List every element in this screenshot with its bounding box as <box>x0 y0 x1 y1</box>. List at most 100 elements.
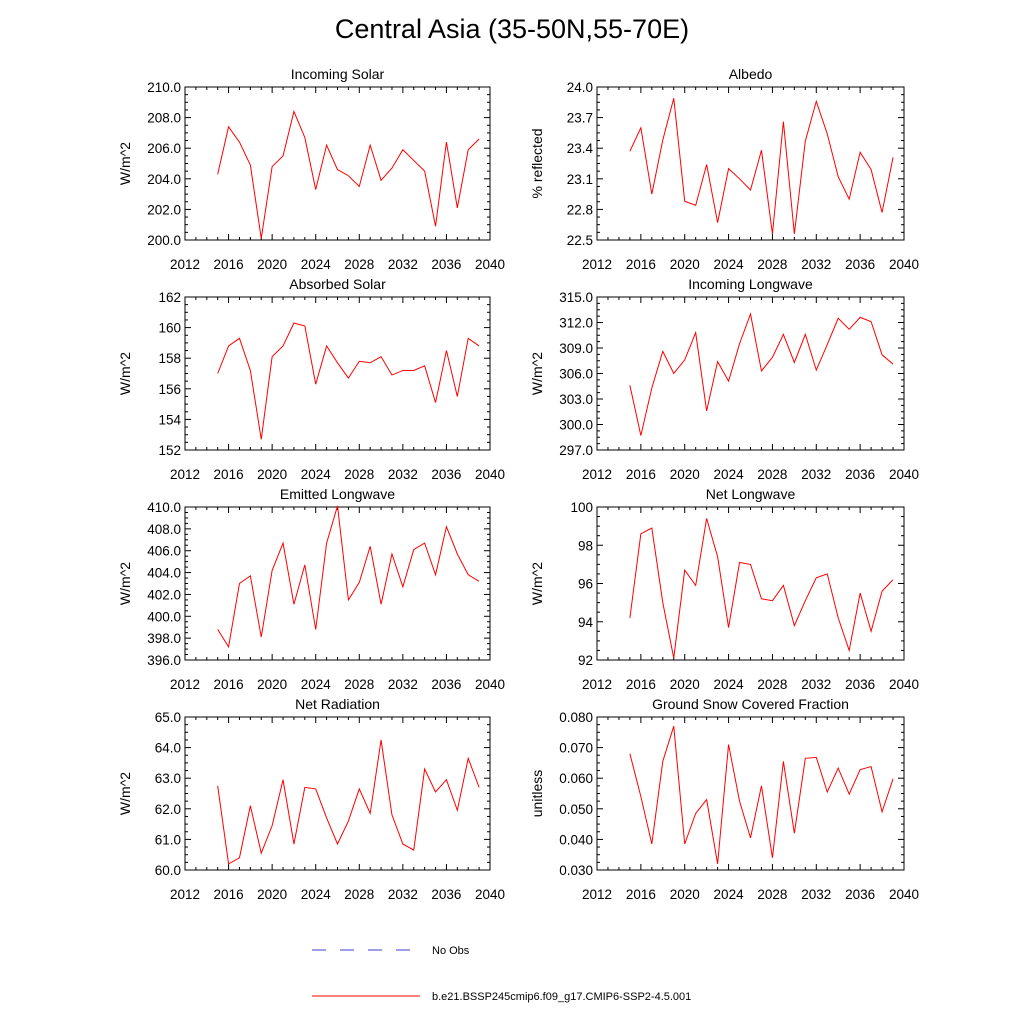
ground-snow-covered-fraction-xtick-label: 2028 <box>757 887 787 902</box>
net-longwave-ylabel: W/m^2 <box>529 562 545 605</box>
incoming-longwave-ytick-label: 297.0 <box>559 443 593 458</box>
emitted-longwave-xtick-label: 2036 <box>431 677 461 692</box>
absorbed-solar-ytick-label: 156 <box>158 382 181 397</box>
net-longwave-ytick-label: 96 <box>578 577 593 592</box>
figure-title: Central Asia (35-50N,55-70E) <box>334 14 690 44</box>
albedo-ytick-label: 22.8 <box>567 202 593 217</box>
net-longwave-xtick-label: 2020 <box>670 677 700 692</box>
net-longwave-ytick-label: 98 <box>578 538 593 553</box>
absorbed-solar-plot-frame <box>184 296 491 451</box>
absorbed-solar-ytick-label: 158 <box>158 351 181 366</box>
net-radiation-series-line <box>217 739 480 865</box>
emitted-longwave-xtick-label: 2020 <box>257 677 287 692</box>
emitted-longwave-title: Emitted Longwave <box>280 486 395 502</box>
incoming-longwave-ylabel: W/m^2 <box>529 352 545 395</box>
chart-emitted-longwave: Emitted Longwave W/m^2 2012 2016 2020 2024 202… <box>117 486 505 692</box>
ground-snow-covered-fraction-ytick-label: 0.060 <box>559 771 593 786</box>
albedo-xtick-label: 2040 <box>889 257 919 272</box>
chart-net-radiation: Net Radiation W/m^2 2012 2016 2020 2024 2028 20… <box>117 696 505 902</box>
net-longwave-xtick-label: 2036 <box>845 677 875 692</box>
emitted-longwave-ytick-label: 396.0 <box>147 653 181 668</box>
albedo-ytick-label: 23.1 <box>567 172 593 187</box>
absorbed-solar-ytick-label: 160 <box>158 321 181 336</box>
net-radiation-ytick-label: 62.0 <box>155 802 181 817</box>
ground-snow-covered-fraction-ytick-label: 0.030 <box>559 863 593 878</box>
chart-absorbed-solar: Absorbed Solar W/m^2 2012 2016 2020 2024 2028 2… <box>117 276 505 482</box>
emitted-longwave-xtick-label: 2032 <box>388 677 418 692</box>
net-longwave-xtick-label: 2028 <box>757 677 787 692</box>
incoming-longwave-ytick-label: 303.0 <box>559 392 593 407</box>
incoming-solar-ytick-label: 202.0 <box>147 202 181 217</box>
net-longwave-plot-frame <box>596 506 905 661</box>
net-longwave-xtick-label: 2024 <box>714 677 745 692</box>
net-longwave-xtick-label: 2016 <box>626 677 656 692</box>
absorbed-solar-ytick-label: 162 <box>158 290 181 305</box>
albedo-ytick-label: 23.4 <box>567 141 594 156</box>
emitted-longwave-series-line <box>217 505 480 649</box>
emitted-longwave-ytick-label: 406.0 <box>147 544 181 559</box>
incoming-solar-title: Incoming Solar <box>291 66 385 82</box>
albedo-ylabel: % reflected <box>529 128 545 198</box>
absorbed-solar-xtick-label: 2036 <box>431 467 461 482</box>
ground-snow-covered-fraction-xtick-label: 2012 <box>582 887 612 902</box>
incoming-longwave-xtick-label: 2012 <box>582 467 612 482</box>
incoming-solar-xtick-label: 2040 <box>475 257 505 272</box>
ground-snow-covered-fraction-xtick-label: 2032 <box>801 887 831 902</box>
net-longwave-ytick-label: 94 <box>578 615 594 630</box>
albedo-title: Albedo <box>729 66 773 82</box>
incoming-longwave-xtick-label: 2028 <box>757 467 787 482</box>
chart-incoming-solar: Incoming Solar W/m^2 2012 2016 2020 2024 2028 2… <box>117 66 505 272</box>
ground-snow-covered-fraction-xtick-label: 2024 <box>714 887 745 902</box>
chart-ground-snow-covered-fraction: Ground Snow Covered Fraction unitless 2012… <box>529 696 919 902</box>
net-radiation-xtick-label: 2016 <box>214 887 244 902</box>
incoming-solar-plot-frame <box>184 86 491 241</box>
absorbed-solar-xtick-label: 2032 <box>388 467 418 482</box>
net-radiation-xtick-label: 2032 <box>388 887 418 902</box>
ground-snow-covered-fraction-ylabel: unitless <box>529 770 545 817</box>
incoming-solar-xtick-label: 2016 <box>214 257 244 272</box>
net-longwave-ytick-label: 92 <box>578 653 593 668</box>
ground-snow-covered-fraction-title: Ground Snow Covered Fraction <box>652 696 849 712</box>
net-radiation-ytick-label: 61.0 <box>155 832 181 847</box>
ground-snow-covered-fraction-series-line <box>629 726 894 864</box>
absorbed-solar-title: Absorbed Solar <box>289 276 386 292</box>
absorbed-solar-xtick-label: 2028 <box>344 467 374 482</box>
emitted-longwave-ytick-label: 404.0 <box>147 566 181 581</box>
incoming-longwave-xtick-label: 2040 <box>889 467 919 482</box>
incoming-solar-series-line <box>217 109 480 239</box>
albedo-ytick-label: 24.0 <box>567 80 593 95</box>
incoming-longwave-xtick-label: 2036 <box>845 467 875 482</box>
ground-snow-covered-fraction-ytick-label: 0.050 <box>559 802 593 817</box>
ground-snow-covered-fraction-ytick-label: 0.070 <box>559 741 593 756</box>
net-radiation-xtick-label: 2036 <box>431 887 461 902</box>
emitted-longwave-xtick-label: 2016 <box>214 677 244 692</box>
absorbed-solar-ytick-label: 152 <box>158 443 181 458</box>
incoming-longwave-xtick-label: 2020 <box>670 467 700 482</box>
emitted-longwave-ytick-label: 408.0 <box>147 522 181 537</box>
net-radiation-ytick-label: 64.0 <box>155 741 181 756</box>
incoming-longwave-ytick-label: 315.0 <box>559 290 593 305</box>
incoming-longwave-xtick-label: 2032 <box>801 467 831 482</box>
net-longwave-xtick-label: 2040 <box>889 677 919 692</box>
net-radiation-xtick-label: 2024 <box>301 887 332 902</box>
net-radiation-ytick-label: 60.0 <box>155 863 181 878</box>
net-longwave-series-line <box>629 518 894 659</box>
albedo-ytick-label: 22.5 <box>567 233 593 248</box>
absorbed-solar-xtick-label: 2040 <box>475 467 505 482</box>
incoming-solar-xtick-label: 2020 <box>257 257 287 272</box>
incoming-solar-ytick-label: 200.0 <box>147 233 181 248</box>
legend: No Obs b.e21.BSSP245cmip6.f09_g17.CMIP6-… <box>312 945 691 1003</box>
emitted-longwave-ytick-label: 410.0 <box>147 500 181 515</box>
chart-net-longwave: Net Longwave W/m^2 2012 2016 2020 2024 2028 203… <box>529 486 919 692</box>
incoming-solar-xtick-label: 2012 <box>170 257 200 272</box>
emitted-longwave-ytick-label: 398.0 <box>147 631 181 646</box>
incoming-solar-ytick-label: 210.0 <box>147 80 181 95</box>
absorbed-solar-xtick-label: 2012 <box>170 467 200 482</box>
ground-snow-covered-fraction-xtick-label: 2020 <box>670 887 700 902</box>
net-radiation-xtick-label: 2040 <box>475 887 505 902</box>
incoming-solar-xtick-label: 2028 <box>344 257 374 272</box>
net-radiation-title: Net Radiation <box>295 696 380 712</box>
ground-snow-covered-fraction-xtick-label: 2040 <box>889 887 919 902</box>
net-longwave-xtick-label: 2012 <box>582 677 612 692</box>
